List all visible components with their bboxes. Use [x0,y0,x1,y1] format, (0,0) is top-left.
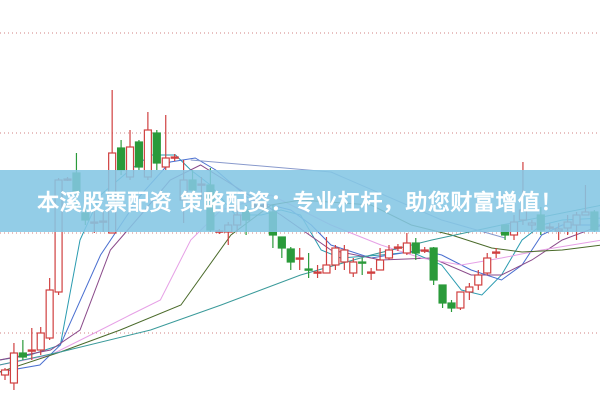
candle-body [358,261,367,264]
candle-body [474,274,483,286]
candle-body [0,369,10,376]
candle-body [411,242,420,254]
candle-body [420,249,429,252]
candle-body [340,249,349,263]
candle-body [465,286,474,293]
candle-body [322,264,331,274]
candle-body [483,257,492,274]
candle-body [45,289,54,339]
ad-banner[interactable]: 本溪股票配资 策略配资：专业杠杆，助您财富增值！ [0,170,600,232]
candle-body [393,246,403,249]
candle-body [152,132,161,164]
candle-body [170,156,179,159]
candle-body [295,257,304,260]
candle-body [36,332,45,351]
candle-body [161,157,170,168]
candle-body [367,271,376,274]
candle-body [27,349,36,352]
candle-body [456,291,465,309]
candle-body [18,352,27,358]
candle-body [286,248,295,263]
candle-body [313,271,322,274]
candle-body [304,268,313,271]
candle-body [349,261,358,274]
candle-body [331,247,340,266]
candle-body [384,249,394,259]
candle-body [402,242,411,254]
candle-body [9,352,19,384]
candle-body [375,259,385,271]
candle-body [438,284,447,304]
candle-body [116,147,126,171]
candle-body [134,141,144,168]
candle-body [429,247,438,281]
candle-body [447,302,456,309]
candle-body [492,251,501,254]
banner-text: 本溪股票配资 策略配资：专业杠杆，助您财富增值！ [37,191,563,216]
candle-body [277,236,286,249]
